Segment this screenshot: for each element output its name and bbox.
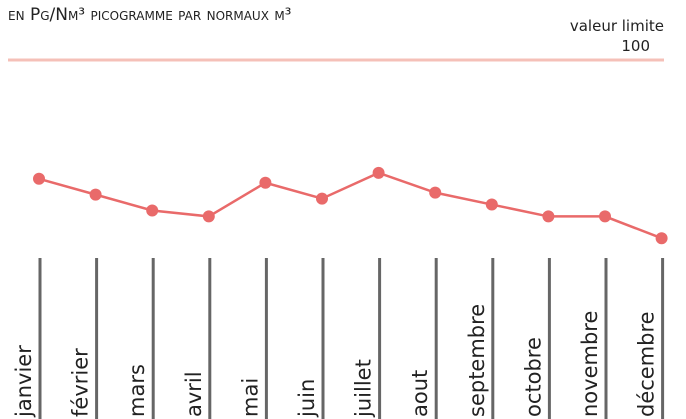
point (372, 166, 385, 179)
x-tick-label: juin (295, 379, 319, 418)
x-tick-label: juillet (352, 359, 376, 418)
line (38, 171, 663, 240)
x-tick-label: septembre (465, 304, 489, 417)
point (485, 198, 498, 211)
x-tick-label: février (69, 348, 93, 417)
point (542, 210, 555, 223)
x-tick-label: novembre (578, 311, 602, 417)
limit-label: valeur limite (570, 17, 664, 35)
x-tick-label: mars (125, 364, 149, 417)
point (429, 186, 442, 199)
x-tick-label: décembre (635, 311, 659, 417)
x-tick-label: avril (182, 371, 206, 417)
point (655, 232, 668, 245)
point (146, 204, 159, 217)
x-tick-label: octobre (521, 337, 545, 417)
x-tick-label: mai (238, 378, 262, 417)
x-tick-label: aout (408, 370, 432, 417)
limit-value: 100 (621, 37, 650, 55)
point (259, 176, 272, 189)
point (33, 172, 45, 185)
point (89, 188, 102, 201)
x-tick-label: janvier (12, 345, 36, 418)
point (202, 210, 215, 223)
point (599, 210, 611, 223)
chart-title: en Pg/Nm³ picogramme par normaux m³ (8, 5, 292, 25)
point (316, 192, 328, 205)
